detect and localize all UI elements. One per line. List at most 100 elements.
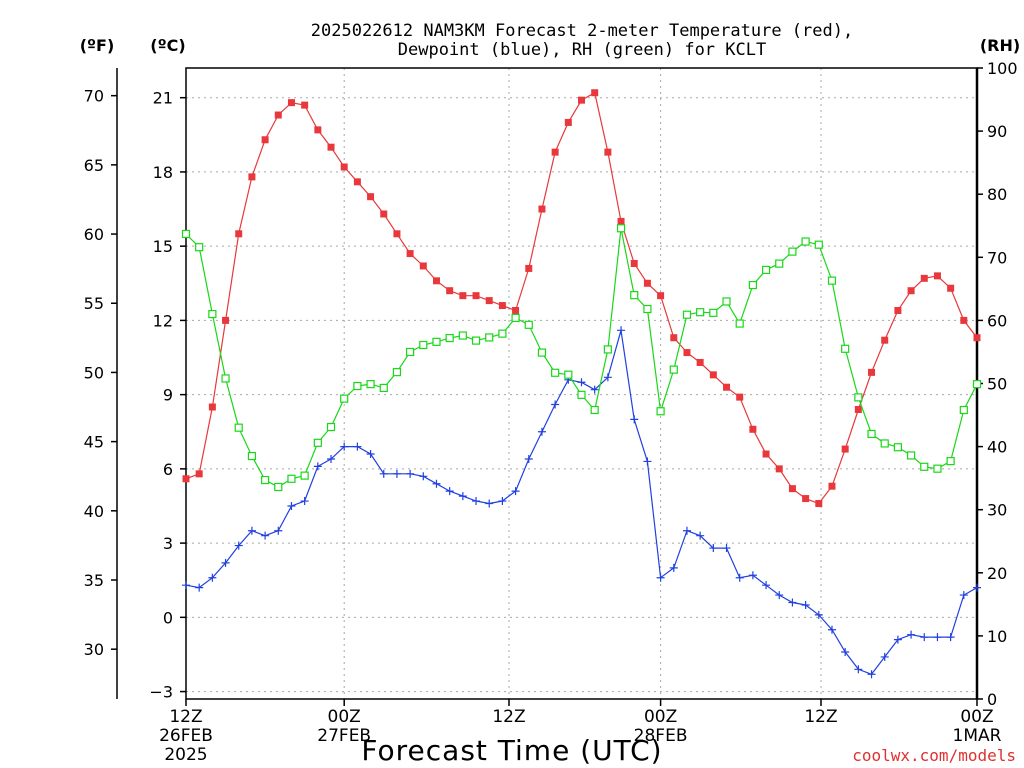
temperature-point <box>432 277 440 285</box>
chart-title-line1: 2025022612 NAM3KM Forecast 2-meter Tempe… <box>311 21 853 41</box>
rh-point <box>537 348 547 357</box>
dewpoint-point <box>221 558 230 567</box>
temperature-point <box>828 482 836 490</box>
fahrenheit-axis-unit: (ºF) <box>80 36 115 55</box>
temperature-point <box>353 178 361 186</box>
temperature-point <box>393 230 401 238</box>
dewpoint-point <box>907 630 916 639</box>
dewpoint-point <box>946 633 955 642</box>
dewpoint-point <box>827 625 836 634</box>
rh-point <box>392 368 402 377</box>
temperature-point <box>907 287 915 295</box>
rh-point <box>181 229 191 239</box>
rh-point <box>379 383 388 393</box>
series-layer <box>181 89 982 679</box>
temperature-point <box>578 96 585 104</box>
dewpoint-point <box>551 400 560 409</box>
dewpoint-point <box>801 600 810 609</box>
dewpoint-point <box>841 647 850 656</box>
rh-point <box>867 429 876 439</box>
rh-tick-label: 60 <box>987 311 1007 330</box>
dewpoint-point <box>959 591 968 600</box>
x-tick-label: 12Z <box>492 707 525 727</box>
temperature-point <box>301 101 309 109</box>
temperature-point <box>920 274 928 282</box>
rh-point <box>656 407 665 416</box>
rh-point <box>761 265 771 275</box>
temperature-line <box>185 91 978 505</box>
rh-point <box>326 422 336 432</box>
temperature-point <box>630 259 638 267</box>
rh-point <box>208 309 217 319</box>
fahrenheit-tick-label: 70 <box>84 87 104 106</box>
rh-point <box>366 380 375 389</box>
dewpoint-point <box>682 526 691 535</box>
rh-tick-label: 20 <box>987 564 1007 583</box>
dewpoint-point <box>182 581 190 590</box>
dewpoint-point <box>933 633 942 642</box>
rh-series <box>181 224 982 492</box>
rh-point <box>274 482 283 492</box>
celsius-axis-unit: (ºC) <box>150 36 185 55</box>
rh-tick-label: 40 <box>987 438 1007 457</box>
temperature-point <box>643 279 651 287</box>
rh-point <box>827 276 837 285</box>
dewpoint-point <box>775 591 784 600</box>
temperature-point <box>854 405 862 413</box>
rh-point <box>234 423 243 432</box>
rh-point <box>682 310 692 319</box>
fahrenheit-tick-label: 50 <box>84 363 104 382</box>
credit-watermark: coolwx.com/models <box>852 746 1016 765</box>
temperature-point <box>472 292 480 300</box>
x-tick-label: 00Z <box>644 707 677 727</box>
dewpoint-point <box>643 457 652 466</box>
x-tick-label: 2025 <box>164 745 207 765</box>
rh-point <box>735 319 744 328</box>
rh-point <box>300 471 309 480</box>
dewpoint-point <box>485 499 494 508</box>
dewpoint-point <box>920 633 929 642</box>
dewpoint-point <box>432 479 441 488</box>
fahrenheit-tick-label: 40 <box>84 502 104 521</box>
x-tick-label: 12Z <box>169 707 202 727</box>
rh-point <box>946 457 955 466</box>
temperature-point <box>736 393 744 401</box>
dewpoint-point <box>696 531 705 540</box>
dewpoint-point <box>748 571 757 580</box>
celsius-tick-label: 3 <box>163 534 173 553</box>
rh-point <box>748 280 757 290</box>
temperature-point <box>564 118 572 126</box>
temperature-point <box>235 230 243 238</box>
x-tick-label: 00Z <box>328 707 361 727</box>
temperature-point <box>419 262 427 270</box>
x-tick-label: 27FEB <box>317 726 371 746</box>
rh-point <box>577 390 586 399</box>
dewpoint-point <box>867 670 876 679</box>
temperature-point <box>802 495 810 503</box>
rh-point <box>722 297 731 306</box>
dewpoint-point <box>577 378 586 387</box>
fahrenheit-tick-label: 55 <box>84 294 104 313</box>
rh-point <box>261 475 270 485</box>
dewpoint-point <box>656 573 665 582</box>
chart-title-line2: Dewpoint (blue), RH (green) for KCLT <box>398 40 766 60</box>
rh-point <box>524 320 533 329</box>
rh-point <box>933 464 942 473</box>
rh-point <box>841 344 850 353</box>
temperature-point <box>815 500 823 508</box>
dewpoint-point <box>498 497 507 506</box>
rh-point <box>287 474 296 483</box>
rh-point <box>511 313 520 322</box>
celsius-tick-label: 9 <box>163 386 173 405</box>
rh-point <box>630 291 639 300</box>
dewpoint-point <box>603 373 612 382</box>
rh-tick-label: 70 <box>987 248 1007 267</box>
rh-point <box>353 381 362 391</box>
dewpoint-series <box>182 326 981 679</box>
dewpoint-point <box>234 541 243 550</box>
dewpoint-point <box>617 326 626 335</box>
celsius-tick-label: 15 <box>153 237 173 256</box>
temperature-point <box>762 450 770 458</box>
rh-tick-label: 80 <box>987 185 1007 204</box>
